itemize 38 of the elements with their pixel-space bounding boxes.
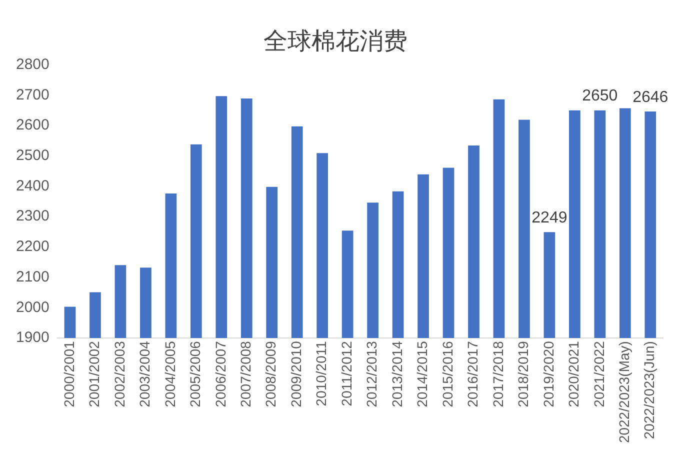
y-tick-label: 2700 — [16, 86, 50, 104]
x-tick-label: 2018/2019 — [515, 340, 532, 408]
y-tick-label: 2000 — [16, 298, 50, 316]
y-tick-label: 2200 — [16, 238, 50, 256]
chart-title: 全球棉花消费 — [264, 28, 408, 56]
x-tick-label: 2021/2022 — [590, 340, 607, 408]
x-tick-label: 2015/2016 — [439, 340, 456, 408]
data-label: 2650 — [582, 88, 618, 105]
x-tick-label: 2016/2017 — [464, 340, 481, 408]
x-tick-label: 2020/2021 — [566, 340, 582, 408]
y-tick-label: 2500 — [16, 147, 50, 164]
x-tick-label: 2001/2002 — [86, 340, 102, 408]
x-tick-label: 2004/2005 — [162, 340, 178, 408]
x-tick-label: 2017/2018 — [490, 340, 506, 408]
x-tick-label: 2005/2006 — [187, 340, 204, 408]
x-tick-label: 2009/2010 — [288, 340, 304, 408]
y-tick-label: 2800 — [16, 56, 50, 73]
x-tick-label: 2002/2003 — [111, 340, 128, 408]
data-label: 2646 — [632, 88, 668, 106]
x-tick-label: 2000/2001 — [60, 340, 77, 408]
x-tick-label: 2019/2020 — [540, 340, 556, 408]
y-tick-label: 1900 — [16, 329, 50, 346]
x-tick-label: 2003/2004 — [136, 340, 153, 408]
x-tick-label: 2022/2023(May) — [616, 341, 632, 443]
x-tick-label: 2012/2013 — [364, 340, 380, 408]
x-tick-label: 2010/2011 — [313, 340, 330, 406]
x-tick-label: 2007/2008 — [237, 340, 254, 408]
y-tick-label: 2600 — [16, 116, 50, 134]
y-tick-label: 2400 — [16, 177, 50, 194]
x-tick-label: 2011/2012 — [338, 340, 354, 406]
x-tick-label: 2006/2007 — [212, 340, 228, 408]
y-tick-label: 2300 — [16, 208, 50, 225]
data-label: 2249 — [532, 209, 568, 226]
x-tick-label: 2014/2015 — [414, 340, 430, 408]
x-tick-label: 2013/2014 — [388, 340, 405, 408]
x-tick-label: 2008/2009 — [262, 340, 279, 408]
y-tick-label: 2100 — [16, 268, 50, 286]
x-tick-label: 2022/2023(Jun) — [641, 341, 658, 440]
